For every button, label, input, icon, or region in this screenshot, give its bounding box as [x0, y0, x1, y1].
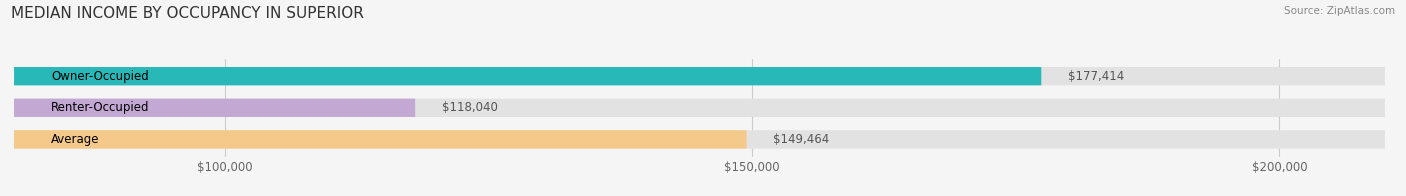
Text: $118,040: $118,040 — [441, 101, 498, 114]
Text: Renter-Occupied: Renter-Occupied — [51, 101, 149, 114]
FancyBboxPatch shape — [14, 130, 747, 149]
Text: $177,414: $177,414 — [1067, 70, 1123, 83]
FancyBboxPatch shape — [14, 67, 1042, 85]
Text: Source: ZipAtlas.com: Source: ZipAtlas.com — [1284, 6, 1395, 16]
Text: MEDIAN INCOME BY OCCUPANCY IN SUPERIOR: MEDIAN INCOME BY OCCUPANCY IN SUPERIOR — [11, 6, 364, 21]
Text: $149,464: $149,464 — [773, 133, 830, 146]
FancyBboxPatch shape — [14, 67, 1385, 85]
FancyBboxPatch shape — [14, 99, 415, 117]
FancyBboxPatch shape — [14, 130, 1385, 149]
Text: Average: Average — [51, 133, 100, 146]
Text: Owner-Occupied: Owner-Occupied — [51, 70, 149, 83]
FancyBboxPatch shape — [14, 99, 1385, 117]
